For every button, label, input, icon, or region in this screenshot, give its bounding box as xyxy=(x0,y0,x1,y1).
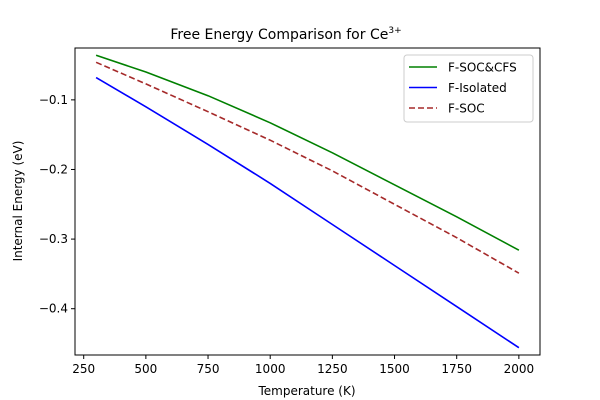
x-axis: 250 500 750 1000 1250 1500 1750 2000 xyxy=(72,355,534,376)
chart-title-superscript: 3+ xyxy=(388,26,401,36)
series-line-1 xyxy=(95,54,520,251)
x-tick-label: 1750 xyxy=(441,362,472,376)
y-tick-label: −0.1 xyxy=(39,93,68,107)
legend: F-SOC&CFS F-Isolated F-SOC xyxy=(403,54,534,123)
legend-label-3: F-SOC xyxy=(448,102,485,116)
plot-frame xyxy=(74,47,541,356)
y-tick-label: −0.4 xyxy=(39,302,68,316)
legend-label-2: F-Isolated xyxy=(448,81,507,95)
x-tick-label: 750 xyxy=(197,362,220,376)
x-tick-label: 500 xyxy=(134,362,157,376)
x-axis-label: Temperature (K) xyxy=(257,384,355,398)
series-line-3 xyxy=(95,61,520,274)
y-tick-label: −0.2 xyxy=(39,162,68,176)
x-tick-label: 1500 xyxy=(379,362,410,376)
x-tick-label: 2000 xyxy=(504,362,535,376)
series-lines xyxy=(95,54,520,349)
chart-title: Free Energy Comparison for Ce3+ xyxy=(170,26,401,43)
y-axis-label: Internal Energy (eV) xyxy=(11,141,25,262)
legend-box xyxy=(403,54,534,123)
series-line-2 xyxy=(95,76,520,349)
y-axis: −0.1 −0.2 −0.3 −0.4 xyxy=(39,93,75,316)
chart-title-text: Free Energy Comparison for Ce xyxy=(170,27,388,43)
x-tick-label: 1000 xyxy=(255,362,286,376)
legend-label-1: F-SOC&CFS xyxy=(448,61,517,75)
x-tick-label: 250 xyxy=(72,362,95,376)
x-tick-label: 1250 xyxy=(317,362,348,376)
plot-area xyxy=(74,47,541,356)
y-tick-label: −0.3 xyxy=(39,232,68,246)
